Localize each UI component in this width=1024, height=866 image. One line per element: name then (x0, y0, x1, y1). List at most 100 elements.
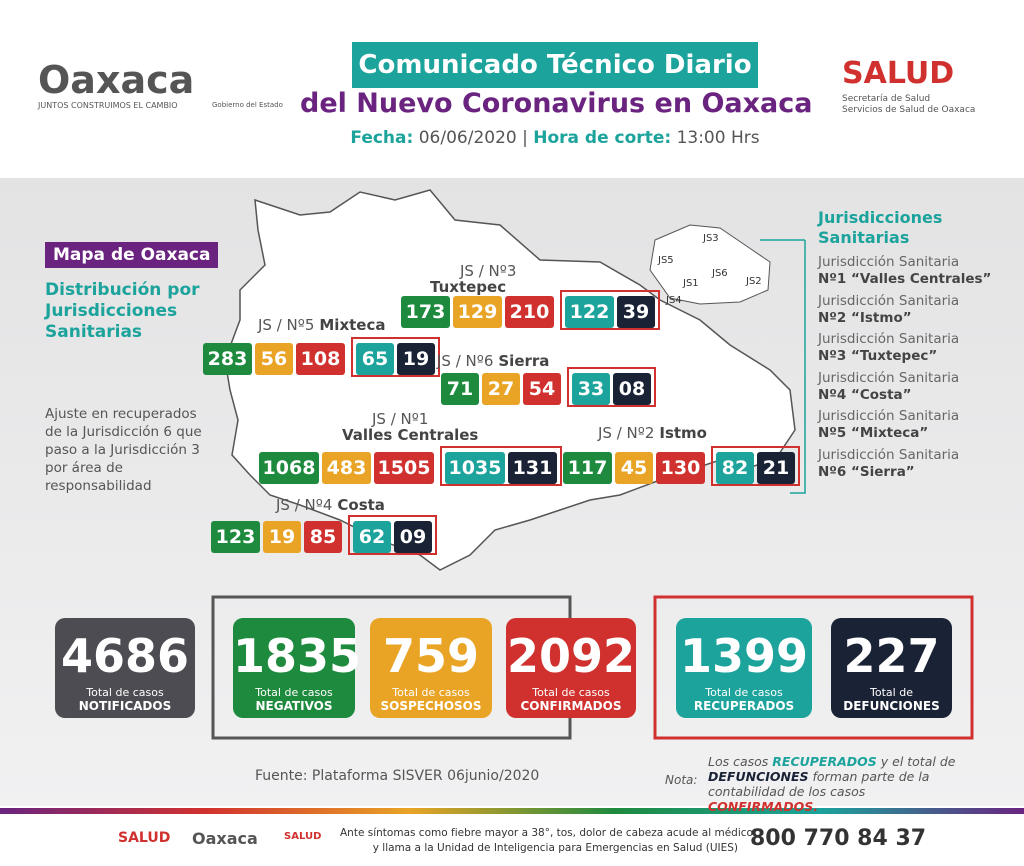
total-card: 4686 Total de casos NOTIFICADOS (55, 618, 195, 718)
jurisdiction-label: JS / Nº5 Mixteca (258, 316, 385, 334)
count-box: 19 (263, 521, 301, 553)
title-line1: Comunicado Técnico Diario (352, 42, 758, 88)
legend-line2: Nº1 “Valles Centrales” (818, 271, 992, 287)
legend-line1: Jurisdicción Sanitaria (818, 331, 960, 348)
fecha-label: Fecha: (350, 128, 414, 148)
date-line: Fecha: 06/06/2020 | Hora de corte: 13:00… (350, 128, 760, 148)
count-box: 1068 (259, 452, 319, 484)
phone: 800 770 84 37 (750, 826, 927, 851)
legend-line2: Nº6 “Sierra” (818, 464, 915, 480)
count-box: 27 (482, 373, 520, 405)
count-box: 82 (716, 452, 754, 484)
mini-map-label: JS6 (712, 268, 728, 279)
total-line1: Total de casos (392, 686, 470, 699)
total-card: 759 Total de casos SOSPECHOSOS (370, 618, 492, 718)
total-value: 759 (382, 629, 480, 683)
total-line2: DEFUNCIONES (843, 699, 940, 713)
count-box: 56 (255, 343, 293, 375)
count-box: 71 (441, 373, 479, 405)
legend-line2: Nº3 “Tuxtepec” (818, 348, 938, 365)
count-box: 39 (617, 296, 655, 328)
total-value: 1835 (233, 629, 362, 683)
jurisdiction-code: JS / Nº1 (372, 410, 429, 428)
count-box: 08 (613, 373, 651, 405)
count-box: 108 (296, 343, 345, 375)
legend-connector (760, 239, 806, 494)
count-box: 09 (394, 521, 432, 553)
count-box: 62 (353, 521, 391, 553)
bracket-confirmed (653, 595, 974, 740)
count-box: 1505 (374, 452, 434, 484)
gobierno-label: Gobierno del Estado (212, 101, 283, 109)
total-card: 227 Total de DEFUNCIONES (831, 618, 952, 718)
nota-part: forman parte de la contabilidad de los c… (708, 769, 930, 799)
nota-part: y el total de (876, 754, 956, 769)
jurisdiction-name: Tuxtepec (430, 278, 507, 296)
total-card: 1399 Total de casos RECUPERADOS (676, 618, 812, 718)
salud-sub1: Secretaría de Salud (842, 94, 931, 104)
bar-salud: SALUD (118, 830, 171, 846)
jurisdiction-label: JS / Nº4 Costa (276, 496, 385, 514)
recovered-outline (711, 446, 800, 486)
salud-sub2: Servicios de Salud de Oaxaca (842, 105, 976, 115)
count-box: 1035 (445, 452, 505, 484)
recovered-outline (560, 290, 660, 330)
total-line2: NEGATIVOS (255, 699, 333, 713)
count-box: 283 (203, 343, 252, 375)
bar-salud2: SALUD (284, 831, 322, 842)
nota-part: RECUPERADOS (772, 754, 877, 769)
total-line2: SOSPECHOSOS (380, 699, 482, 713)
legend-line1: Jurisdicción Sanitaria (818, 254, 960, 270)
count-box: 123 (211, 521, 260, 553)
legend-line2: Nº2 “Istmo” (818, 309, 912, 326)
nota-text: Los casos RECUPERADOS y el total de DEFU… (708, 754, 978, 814)
nota-part: Los casos (708, 754, 773, 769)
title-line2: del Nuevo Coronavirus en Oaxaca (300, 88, 813, 119)
mini-map-label: JS3 (703, 233, 719, 244)
jurisdiction-label: JS / Nº2 Istmo (598, 424, 707, 442)
total-line1: Total de casos (705, 686, 783, 699)
nota-part: DEFUNCIONES (708, 769, 809, 784)
salud-logo: SALUD (842, 56, 955, 91)
recovered-outline (440, 446, 562, 486)
logo-oaxaca: Oaxaca (38, 58, 195, 102)
logo-tagline: JUNTOS CONSTRUIMOS EL CAMBIO (38, 101, 178, 110)
legend-line1: Jurisdicción Sanitaria (818, 447, 960, 463)
jurisdiction-name: Sierra (498, 352, 550, 370)
nota-label: Nota: (665, 773, 698, 787)
mini-map-label: JS4 (666, 295, 682, 306)
count-box: 65 (356, 343, 394, 375)
jurisdiction-code: JS / Nº5 (258, 316, 315, 334)
count-box: 117 (563, 452, 612, 484)
map-note: Ajuste en recuperados de la Jurisdicción… (45, 406, 202, 494)
count-box: 122 (565, 296, 614, 328)
jurisdiction-code: JS / Nº4 (276, 496, 333, 514)
nota-part: CONFIRMADOS. (708, 799, 818, 814)
color-stripe (0, 808, 1024, 814)
count-box: 131 (508, 452, 557, 484)
mini-map-label: JS2 (746, 276, 762, 287)
total-value: 2092 (506, 629, 636, 683)
total-value: 1399 (679, 629, 809, 683)
legend-title: Jurisdicciones Sanitarias (818, 208, 943, 247)
count-box: 21 (757, 452, 795, 484)
jurisdiction-name: Costa (337, 496, 385, 514)
total-value: 227 (843, 629, 940, 683)
count-box: 19 (397, 343, 435, 375)
legend-line2: Nº5 “Mixteca” (818, 425, 929, 442)
total-line1: Total de casos (86, 686, 164, 699)
jurisdiction-name: Istmo (659, 424, 707, 442)
legend-line1: Jurisdicción Sanitaria (818, 369, 960, 386)
legend-line1: Jurisdicción Sanitaria (818, 408, 960, 425)
legend-line1: Jurisdicción Sanitaria (818, 292, 960, 309)
total-line1: Total de casos (255, 686, 333, 699)
recovered-outline (351, 337, 440, 377)
count-box: 129 (453, 296, 502, 328)
map-subtitle: Distribución por Jurisdicciones Sanitari… (45, 280, 200, 342)
mini-map-shape (649, 224, 771, 305)
count-box: 45 (615, 452, 653, 484)
mini-map-label: JS1 (683, 278, 699, 289)
jurisdiction-name: Mixteca (319, 316, 386, 334)
